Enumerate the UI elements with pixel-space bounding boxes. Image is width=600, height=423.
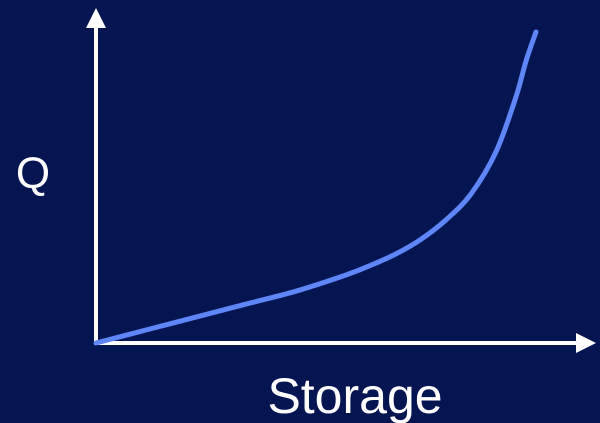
x-axis-arrow-icon [576, 333, 596, 353]
x-axis-label: Storage [267, 368, 442, 423]
y-axis-label: Q [16, 149, 50, 198]
y-axis-arrow-icon [86, 8, 106, 28]
axes [86, 8, 596, 353]
plot-area [93, 29, 539, 346]
series-line-0 [93, 29, 539, 346]
